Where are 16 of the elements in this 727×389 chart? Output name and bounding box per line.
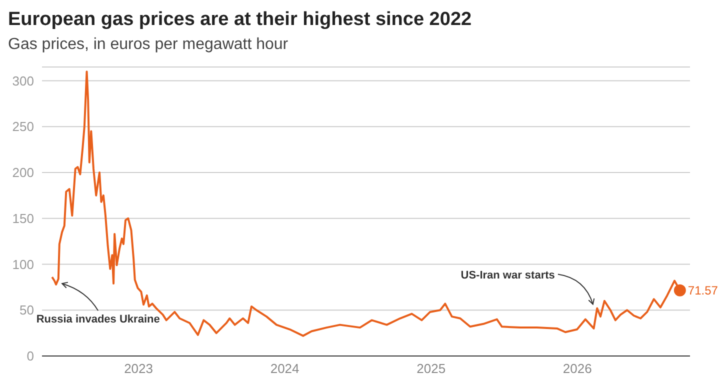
chart-title: European gas prices are at their highest since 2022 xyxy=(8,8,473,32)
y-tick-label: 50 xyxy=(20,302,34,318)
x-tick-label: 2025 xyxy=(416,361,446,376)
y-tick-label: 300 xyxy=(12,73,34,88)
x-tick-label: 2023 xyxy=(124,361,154,376)
y-tick-label: 100 xyxy=(12,256,34,272)
chart-subtitle: Gas prices, in euros per megawatt hour xyxy=(8,35,290,55)
annotation: Russia invades Ukraine xyxy=(36,314,160,326)
y-tick-label: 0 xyxy=(26,348,34,364)
y-tick-label: 200 xyxy=(12,165,34,180)
annotation: US-Iran war starts xyxy=(460,269,555,282)
y-tick-label: 150 xyxy=(12,210,34,226)
y-tick-label: 250 xyxy=(12,119,34,134)
x-tick-label: 2026 xyxy=(562,361,592,376)
x-tick-label: 2024 xyxy=(270,361,300,376)
data-label: 71.57 xyxy=(688,283,718,298)
